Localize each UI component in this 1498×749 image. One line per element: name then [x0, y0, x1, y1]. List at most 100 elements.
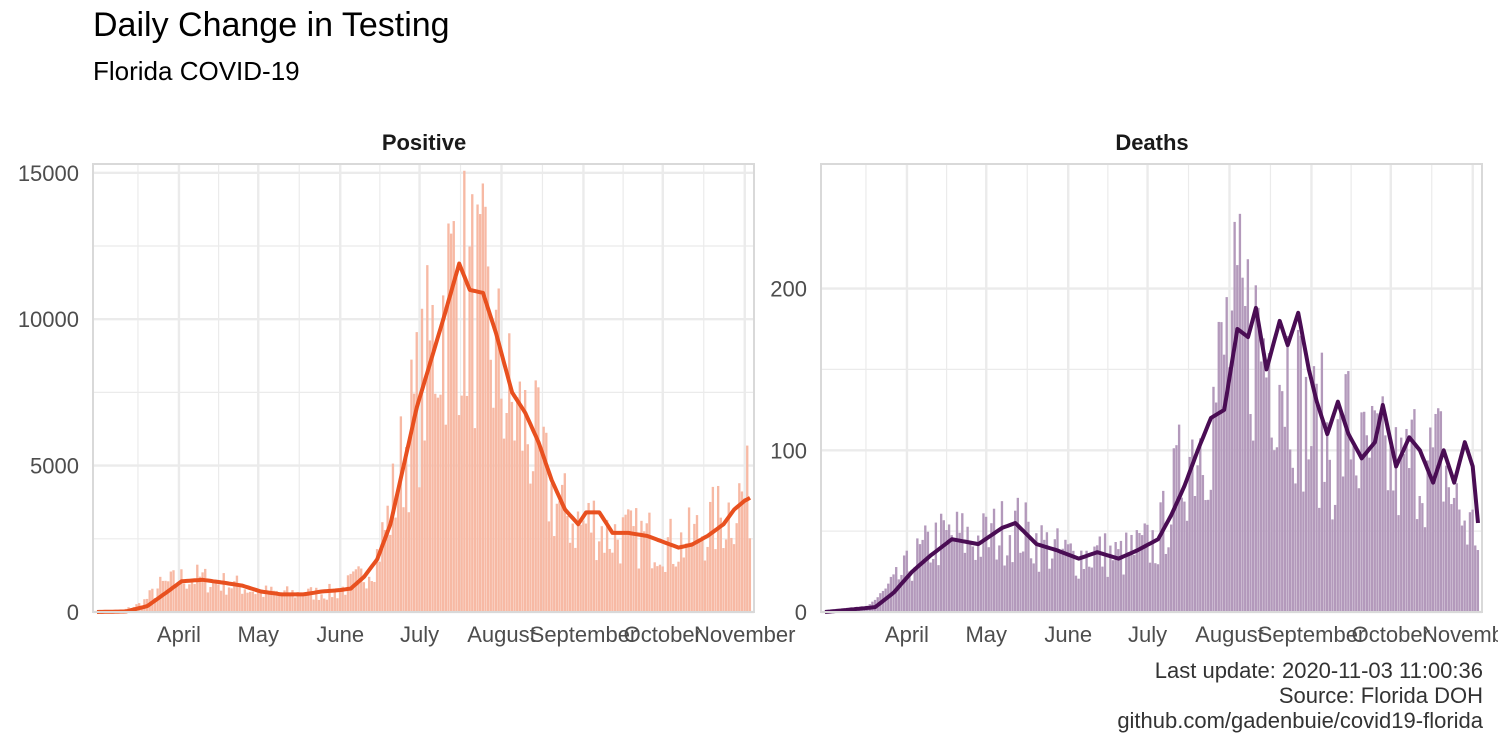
daily-bar: [732, 544, 736, 612]
daily-bar: [357, 566, 360, 612]
daily-bar: [510, 401, 514, 612]
daily-bar: [645, 523, 648, 612]
daily-bar: [1230, 310, 1234, 612]
daily-bar: [243, 589, 247, 612]
daily-bar: [1257, 307, 1260, 612]
daily-bar: [976, 535, 980, 612]
daily-bar: [743, 498, 746, 612]
daily-bar: [1074, 575, 1078, 612]
daily-bar: [1103, 533, 1107, 612]
daily-bar: [1159, 502, 1162, 612]
daily-bar: [1315, 383, 1318, 612]
daily-bar: [1302, 491, 1305, 612]
daily-bar: [1415, 519, 1419, 612]
daily-bar: [1299, 335, 1302, 612]
daily-bar: [399, 416, 403, 612]
daily-bar: [693, 523, 696, 612]
daily-bar: [637, 568, 641, 612]
caption-repo-link[interactable]: github.com/gadenbuie/covid19-florida: [1117, 708, 1483, 733]
daily-bar: [238, 585, 241, 612]
daily-bar: [1400, 437, 1403, 612]
daily-bar: [947, 524, 951, 612]
daily-bar: [272, 590, 276, 612]
daily-bar: [1357, 488, 1361, 612]
chart-title: Daily Change in Testing: [93, 6, 450, 44]
daily-bar: [547, 521, 551, 612]
daily-bar: [571, 523, 574, 612]
daily-bar: [233, 581, 236, 612]
daily-bar: [1222, 354, 1226, 612]
daily-bar: [958, 532, 961, 612]
daily-bar: [1080, 550, 1083, 612]
daily-bar: [1140, 535, 1144, 612]
daily-bar: [932, 558, 935, 612]
daily-bar: [299, 595, 302, 612]
daily-bar: [1119, 540, 1123, 612]
daily-bar: [1341, 476, 1345, 612]
daily-bar: [301, 596, 305, 612]
daily-bar: [204, 568, 207, 612]
daily-bar: [1061, 548, 1064, 612]
daily-bar: [410, 359, 413, 612]
daily-bar: [1185, 520, 1189, 612]
strip-label-positive: Positive: [382, 130, 466, 155]
x-tick-label: April: [885, 622, 929, 647]
daily-bar: [426, 265, 429, 612]
daily-bar: [455, 275, 458, 612]
daily-bar: [1146, 524, 1149, 612]
daily-bar: [695, 515, 699, 612]
x-tick-label: July: [1128, 622, 1167, 647]
daily-bar: [1418, 496, 1421, 612]
daily-bar: [407, 512, 410, 612]
daily-bar: [1021, 551, 1025, 612]
daily-bar: [214, 581, 217, 612]
daily-bar: [1373, 410, 1376, 612]
daily-bar: [1154, 563, 1157, 612]
daily-bar: [219, 590, 223, 612]
daily-bar: [918, 544, 922, 612]
daily-bar: [1111, 560, 1115, 612]
positive-panel: 0 5000 10000 15000 April May June July AugustSep…: [18, 161, 796, 647]
daily-bar: [344, 594, 347, 612]
daily-bar: [934, 522, 938, 612]
daily-bar: [1164, 553, 1168, 612]
daily-bar: [746, 445, 749, 612]
daily-bar: [664, 571, 667, 612]
daily-bar: [1458, 509, 1461, 612]
panel-border: [92, 163, 755, 613]
daily-bar: [1177, 424, 1181, 612]
daily-bar: [1162, 490, 1165, 612]
daily-bar: [280, 593, 284, 612]
daily-bar: [360, 568, 363, 612]
daily-bar: [669, 518, 672, 612]
daily-bar: [473, 428, 477, 612]
daily-bar: [1180, 497, 1183, 612]
daily-bar: [241, 593, 244, 612]
daily-bar: [397, 492, 400, 612]
daily-bar: [735, 523, 738, 612]
daily-bar: [1003, 565, 1006, 612]
daily-bar: [174, 583, 178, 612]
daily-bar: [307, 588, 310, 612]
daily-bar: [687, 507, 691, 612]
daily-bar: [603, 552, 606, 612]
daily-bar: [1148, 562, 1152, 612]
daily-bar: [990, 523, 993, 612]
daily-bar: [1220, 322, 1223, 612]
daily-bar: [230, 588, 233, 612]
daily-bar: [383, 529, 387, 612]
daily-bar: [1027, 521, 1030, 612]
daily-bar: [1288, 449, 1292, 612]
daily-bar: [1381, 396, 1384, 612]
daily-bar: [1344, 374, 1347, 612]
daily-bar: [672, 563, 675, 612]
daily-bar: [264, 585, 268, 612]
daily-bar: [463, 170, 466, 612]
daily-bar: [439, 394, 442, 612]
daily-bar: [1011, 562, 1014, 612]
daily-bar: [1439, 411, 1443, 612]
daily-bar: [354, 569, 358, 612]
daily-bar: [629, 510, 633, 612]
daily-bar: [1098, 536, 1101, 612]
daily-bar: [598, 541, 601, 612]
